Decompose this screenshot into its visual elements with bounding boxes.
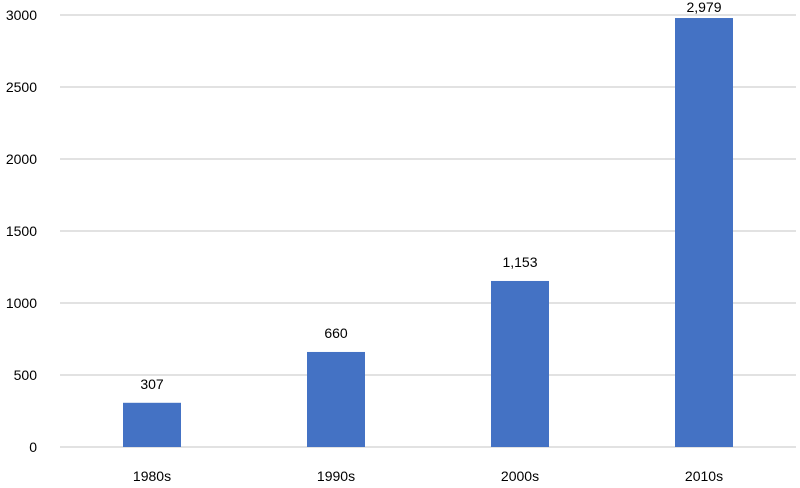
- y-tick-label: 1500: [6, 223, 37, 239]
- bar-1980s: [123, 402, 181, 447]
- bar-2010s: [675, 18, 733, 448]
- data-labels: 307 660 1,153 2,979: [140, 0, 721, 392]
- data-label-2000s: 1,153: [502, 254, 537, 270]
- gridlines: [60, 14, 796, 448]
- data-label-1980s: 307: [140, 376, 164, 392]
- y-tick-label: 500: [14, 367, 38, 383]
- x-tick-label-1990s: 1990s: [317, 468, 355, 484]
- y-axis-tick-labels: 0 500 1000 1500 2000 2500 3000: [6, 7, 37, 455]
- x-axis-tick-labels: 1980s 1990s 2000s 2010s: [133, 468, 723, 484]
- y-tick-label: 1000: [6, 295, 37, 311]
- bars: [123, 18, 733, 448]
- data-label-1990s: 660: [324, 325, 348, 341]
- y-tick-label: 0: [29, 439, 37, 455]
- y-tick-label: 2500: [6, 79, 37, 95]
- x-tick-label-1980s: 1980s: [133, 468, 171, 484]
- bar-1990s: [307, 351, 365, 447]
- data-label-2010s: 2,979: [686, 0, 721, 15]
- y-tick-label: 2000: [6, 151, 37, 167]
- x-tick-label-2010s: 2010s: [685, 468, 723, 484]
- x-tick-label-2000s: 2000s: [501, 468, 539, 484]
- bar-2000s: [491, 280, 549, 447]
- y-tick-label: 3000: [6, 7, 37, 23]
